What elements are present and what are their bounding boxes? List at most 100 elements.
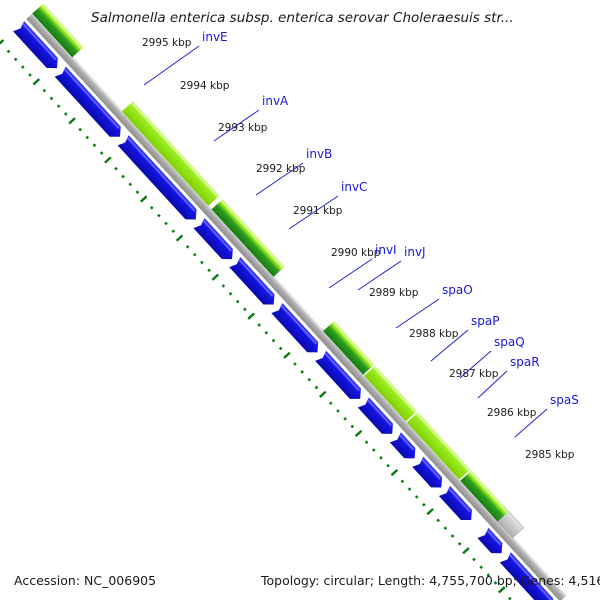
forward-gene-arrow[interactable]	[412, 456, 447, 493]
ruler-dot	[92, 143, 97, 148]
genome-stats-text: Topology: circular; Length: 4,755,700 bp…	[260, 573, 600, 588]
ruler-dot	[472, 557, 476, 562]
forward-gene-highlight	[421, 458, 441, 480]
forward-gene-highlight	[486, 529, 502, 546]
forward-gene-arrow[interactable]	[229, 256, 279, 310]
forward-gene-highlight	[238, 258, 274, 297]
ruler-dot	[42, 88, 47, 93]
gene-label-invI[interactable]: invI	[375, 243, 397, 257]
ruler-dot	[207, 268, 211, 273]
ruler-dot	[128, 182, 133, 187]
reverse-gene-ribbon[interactable]	[323, 320, 375, 375]
reverse-gene-highlight	[415, 412, 470, 472]
gene-label-group[interactable]: invE invA invB invC invI invJ spaO spaP spaQ spaR…	[143, 30, 579, 438]
ruler-dot	[192, 252, 197, 257]
gene-label-invE[interactable]: invE	[202, 30, 228, 44]
reverse-gene-ribbon[interactable]	[460, 470, 509, 522]
gene-label-leader-line	[459, 350, 492, 379]
ruler-dot	[21, 65, 25, 69]
forward-gene-arrow[interactable]	[271, 302, 323, 357]
gene-label-leader-line	[477, 370, 508, 399]
gene-label-spaP[interactable]: spaP	[471, 314, 499, 328]
page-title: Salmonella enterica subsp. enterica sero…	[91, 10, 514, 26]
ruler-position-label: 2987 kbp	[449, 368, 499, 380]
forward-gene-arrow[interactable]	[13, 21, 62, 73]
ruler-tick	[247, 312, 255, 320]
ruler-dot	[28, 73, 32, 77]
ruler-label-group: 2995 kbp 2994 kbp 2993 kbp 2992 kbp 2991 kbp…	[142, 37, 575, 461]
forward-gene-track[interactable]	[13, 21, 558, 600]
forward-gene-arrow[interactable]	[193, 217, 237, 264]
reverse-gene-ribbon[interactable]	[32, 3, 84, 58]
coordinate-ruler-track	[0, 39, 512, 600]
ruler-dot	[228, 291, 233, 296]
forward-gene-arrow[interactable]	[499, 552, 558, 600]
ruler-position-label: 2986 kbp	[487, 407, 537, 419]
genome-track-group	[0, 3, 567, 600]
ruler-dot	[99, 151, 104, 155]
ruler-dot	[164, 221, 168, 226]
ruler-dot	[135, 190, 140, 194]
gene-label-invA[interactable]: invA	[262, 94, 289, 108]
ruler-dot	[307, 377, 312, 382]
accession-text: Accession: NC_006905	[14, 573, 156, 588]
gene-label-spaO[interactable]: spaO	[442, 283, 473, 297]
forward-gene-highlight	[398, 434, 415, 451]
ruler-position-label: 2990 kbp	[331, 247, 381, 259]
ruler-dot	[364, 440, 369, 445]
ruler-position-label: 2988 kbp	[409, 328, 459, 340]
reverse-gene-ribbon[interactable]	[364, 365, 417, 422]
forward-gene-arrow[interactable]	[389, 432, 420, 463]
ruler-tick	[0, 39, 5, 47]
gene-label-leader-line	[328, 258, 373, 289]
ruler-dot	[157, 213, 161, 218]
ruler-dot	[6, 49, 11, 54]
forward-gene-arrow[interactable]	[54, 66, 126, 142]
ruler-dot	[278, 346, 283, 351]
ruler-dot	[479, 565, 484, 570]
forward-gene-arrow[interactable]	[357, 397, 398, 439]
reverse-gene-ribbon[interactable]	[211, 199, 285, 277]
forward-gene-arrow[interactable]	[315, 350, 366, 404]
reverse-gene-track[interactable]	[32, 3, 509, 522]
ruler-dot	[56, 104, 61, 109]
gene-label-leader-line	[143, 45, 200, 86]
ruler-dot	[171, 229, 176, 234]
ruler-dot	[235, 299, 240, 304]
gene-label-invJ[interactable]: invJ	[404, 245, 426, 259]
ruler-dot	[407, 487, 412, 491]
gene-label-leader-line	[213, 109, 260, 142]
gene-label-spaQ[interactable]: spaQ	[494, 335, 525, 349]
forward-gene-arrow[interactable]	[477, 527, 507, 559]
forward-gene-highlight	[22, 22, 57, 61]
gene-label-spaR[interactable]: spaR	[510, 355, 540, 369]
ruler-position-label: 2992 kbp	[256, 163, 306, 175]
ruler-tick	[211, 273, 220, 281]
ruler-dot	[350, 424, 355, 429]
ruler-dot	[450, 534, 455, 538]
gene-label-leader-line	[395, 298, 440, 329]
ruler-tick	[175, 234, 184, 242]
title-background	[86, 5, 510, 27]
ruler-position-label: 2991 kbp	[293, 205, 343, 217]
gene-label-invC[interactable]: invC	[341, 180, 367, 194]
forward-gene-arrow[interactable]	[438, 485, 477, 525]
ruler-tick	[104, 156, 112, 164]
organism-title: Salmonella enterica subsp. enterica sero…	[86, 5, 514, 27]
reverse-gene-ribbon[interactable]	[121, 101, 220, 206]
reverse-gene-ribbon[interactable]	[406, 412, 471, 480]
ruler-dot	[243, 307, 247, 312]
ruler-dot	[400, 479, 405, 484]
ruler-dot	[386, 463, 390, 468]
ruler-dot	[121, 174, 125, 179]
ruler-dot	[328, 401, 333, 405]
gene-label-invB[interactable]: invB	[306, 147, 332, 161]
ruler-dot	[422, 502, 426, 507]
ruler-position-label: 2994 kbp	[180, 80, 230, 92]
gene-label-spaS[interactable]: spaS	[550, 393, 579, 407]
reverse-gene-highlight	[469, 471, 509, 514]
forward-gene-arrow[interactable]	[117, 135, 202, 224]
ruler-dot	[414, 495, 419, 499]
